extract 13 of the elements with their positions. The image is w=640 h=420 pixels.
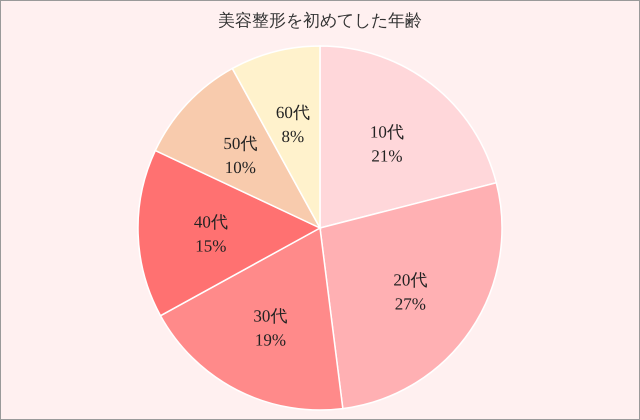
slice-label: 30代 bbox=[253, 306, 288, 326]
data-label: 10% bbox=[224, 158, 256, 178]
data-label: 21% bbox=[371, 146, 403, 166]
slice-label: 40代 bbox=[194, 212, 228, 232]
data-label: 8% bbox=[282, 127, 304, 146]
slice-label: 20代 bbox=[393, 270, 428, 290]
data-label: 19% bbox=[254, 330, 286, 350]
chart-title: 美容整形を初めてした年齢 bbox=[218, 11, 422, 30]
data-label: 27% bbox=[394, 294, 426, 314]
slice-label: 60代 bbox=[276, 103, 310, 122]
slice-label: 50代 bbox=[223, 134, 258, 154]
data-label: 15% bbox=[195, 236, 226, 256]
slice-label: 10代 bbox=[370, 122, 404, 142]
